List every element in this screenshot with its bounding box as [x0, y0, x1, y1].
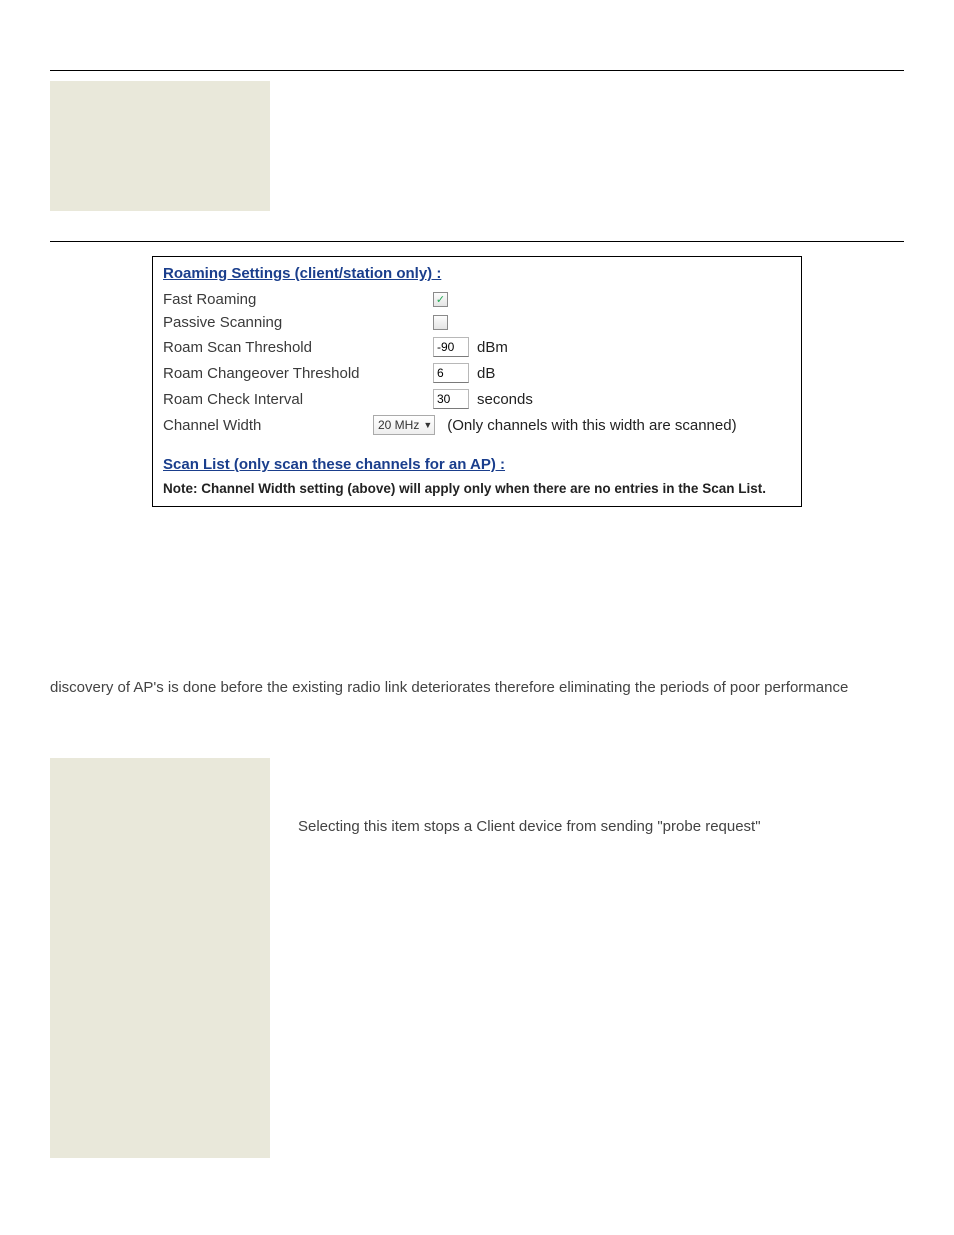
row-roam-scan-threshold: Roam Scan Threshold dBm — [163, 334, 791, 360]
row-roam-changeover-threshold: Roam Changeover Threshold dB — [163, 360, 791, 386]
roaming-settings-header: Roaming Settings (client/station only) : — [163, 265, 791, 282]
unit-roam-scan-threshold: dBm — [477, 339, 508, 356]
checkbox-fast-roaming[interactable]: ✓ — [433, 292, 448, 307]
input-roam-changeover-threshold[interactable] — [433, 363, 469, 383]
row-fast-roaming: Fast Roaming ✓ — [163, 288, 791, 311]
left-sidebar-box-bottom — [50, 758, 270, 1158]
label-fast-roaming: Fast Roaming — [163, 291, 433, 308]
select-channel-width-value: 20 MHz — [378, 418, 419, 432]
chevron-down-icon: ▼ — [423, 420, 432, 430]
label-roam-changeover-threshold: Roam Changeover Threshold — [163, 365, 433, 382]
row-passive-scanning: Passive Scanning — [163, 311, 791, 334]
scan-list-note: Note: Channel Width setting (above) will… — [163, 481, 791, 496]
mid-rule — [50, 241, 904, 242]
row-roam-check-interval: Roam Check Interval seconds — [163, 386, 791, 412]
label-roam-scan-threshold: Roam Scan Threshold — [163, 339, 433, 356]
roaming-settings-panel: Roaming Settings (client/station only) :… — [152, 256, 802, 507]
label-channel-width: Channel Width — [163, 417, 373, 434]
label-passive-scanning: Passive Scanning — [163, 314, 433, 331]
select-channel-width[interactable]: 20 MHz ▼ — [373, 415, 435, 435]
label-roam-check-interval: Roam Check Interval — [163, 391, 433, 408]
unit-roam-check-interval: seconds — [477, 391, 533, 408]
row-channel-width: Channel Width 20 MHz ▼ (Only channels wi… — [163, 412, 791, 438]
top-rule — [50, 70, 904, 71]
scan-list-header: Scan List (only scan these channels for … — [163, 456, 791, 473]
input-roam-scan-threshold[interactable] — [433, 337, 469, 357]
input-roam-check-interval[interactable] — [433, 389, 469, 409]
checkbox-passive-scanning[interactable] — [433, 315, 448, 330]
body-paragraph: discovery of AP's is done before the exi… — [50, 677, 904, 698]
channel-width-hint: (Only channels with this width are scann… — [447, 417, 736, 434]
left-sidebar-box-top — [50, 81, 270, 211]
lower-paragraph: Selecting this item stops a Client devic… — [298, 758, 761, 835]
unit-roam-changeover-threshold: dB — [477, 365, 495, 382]
